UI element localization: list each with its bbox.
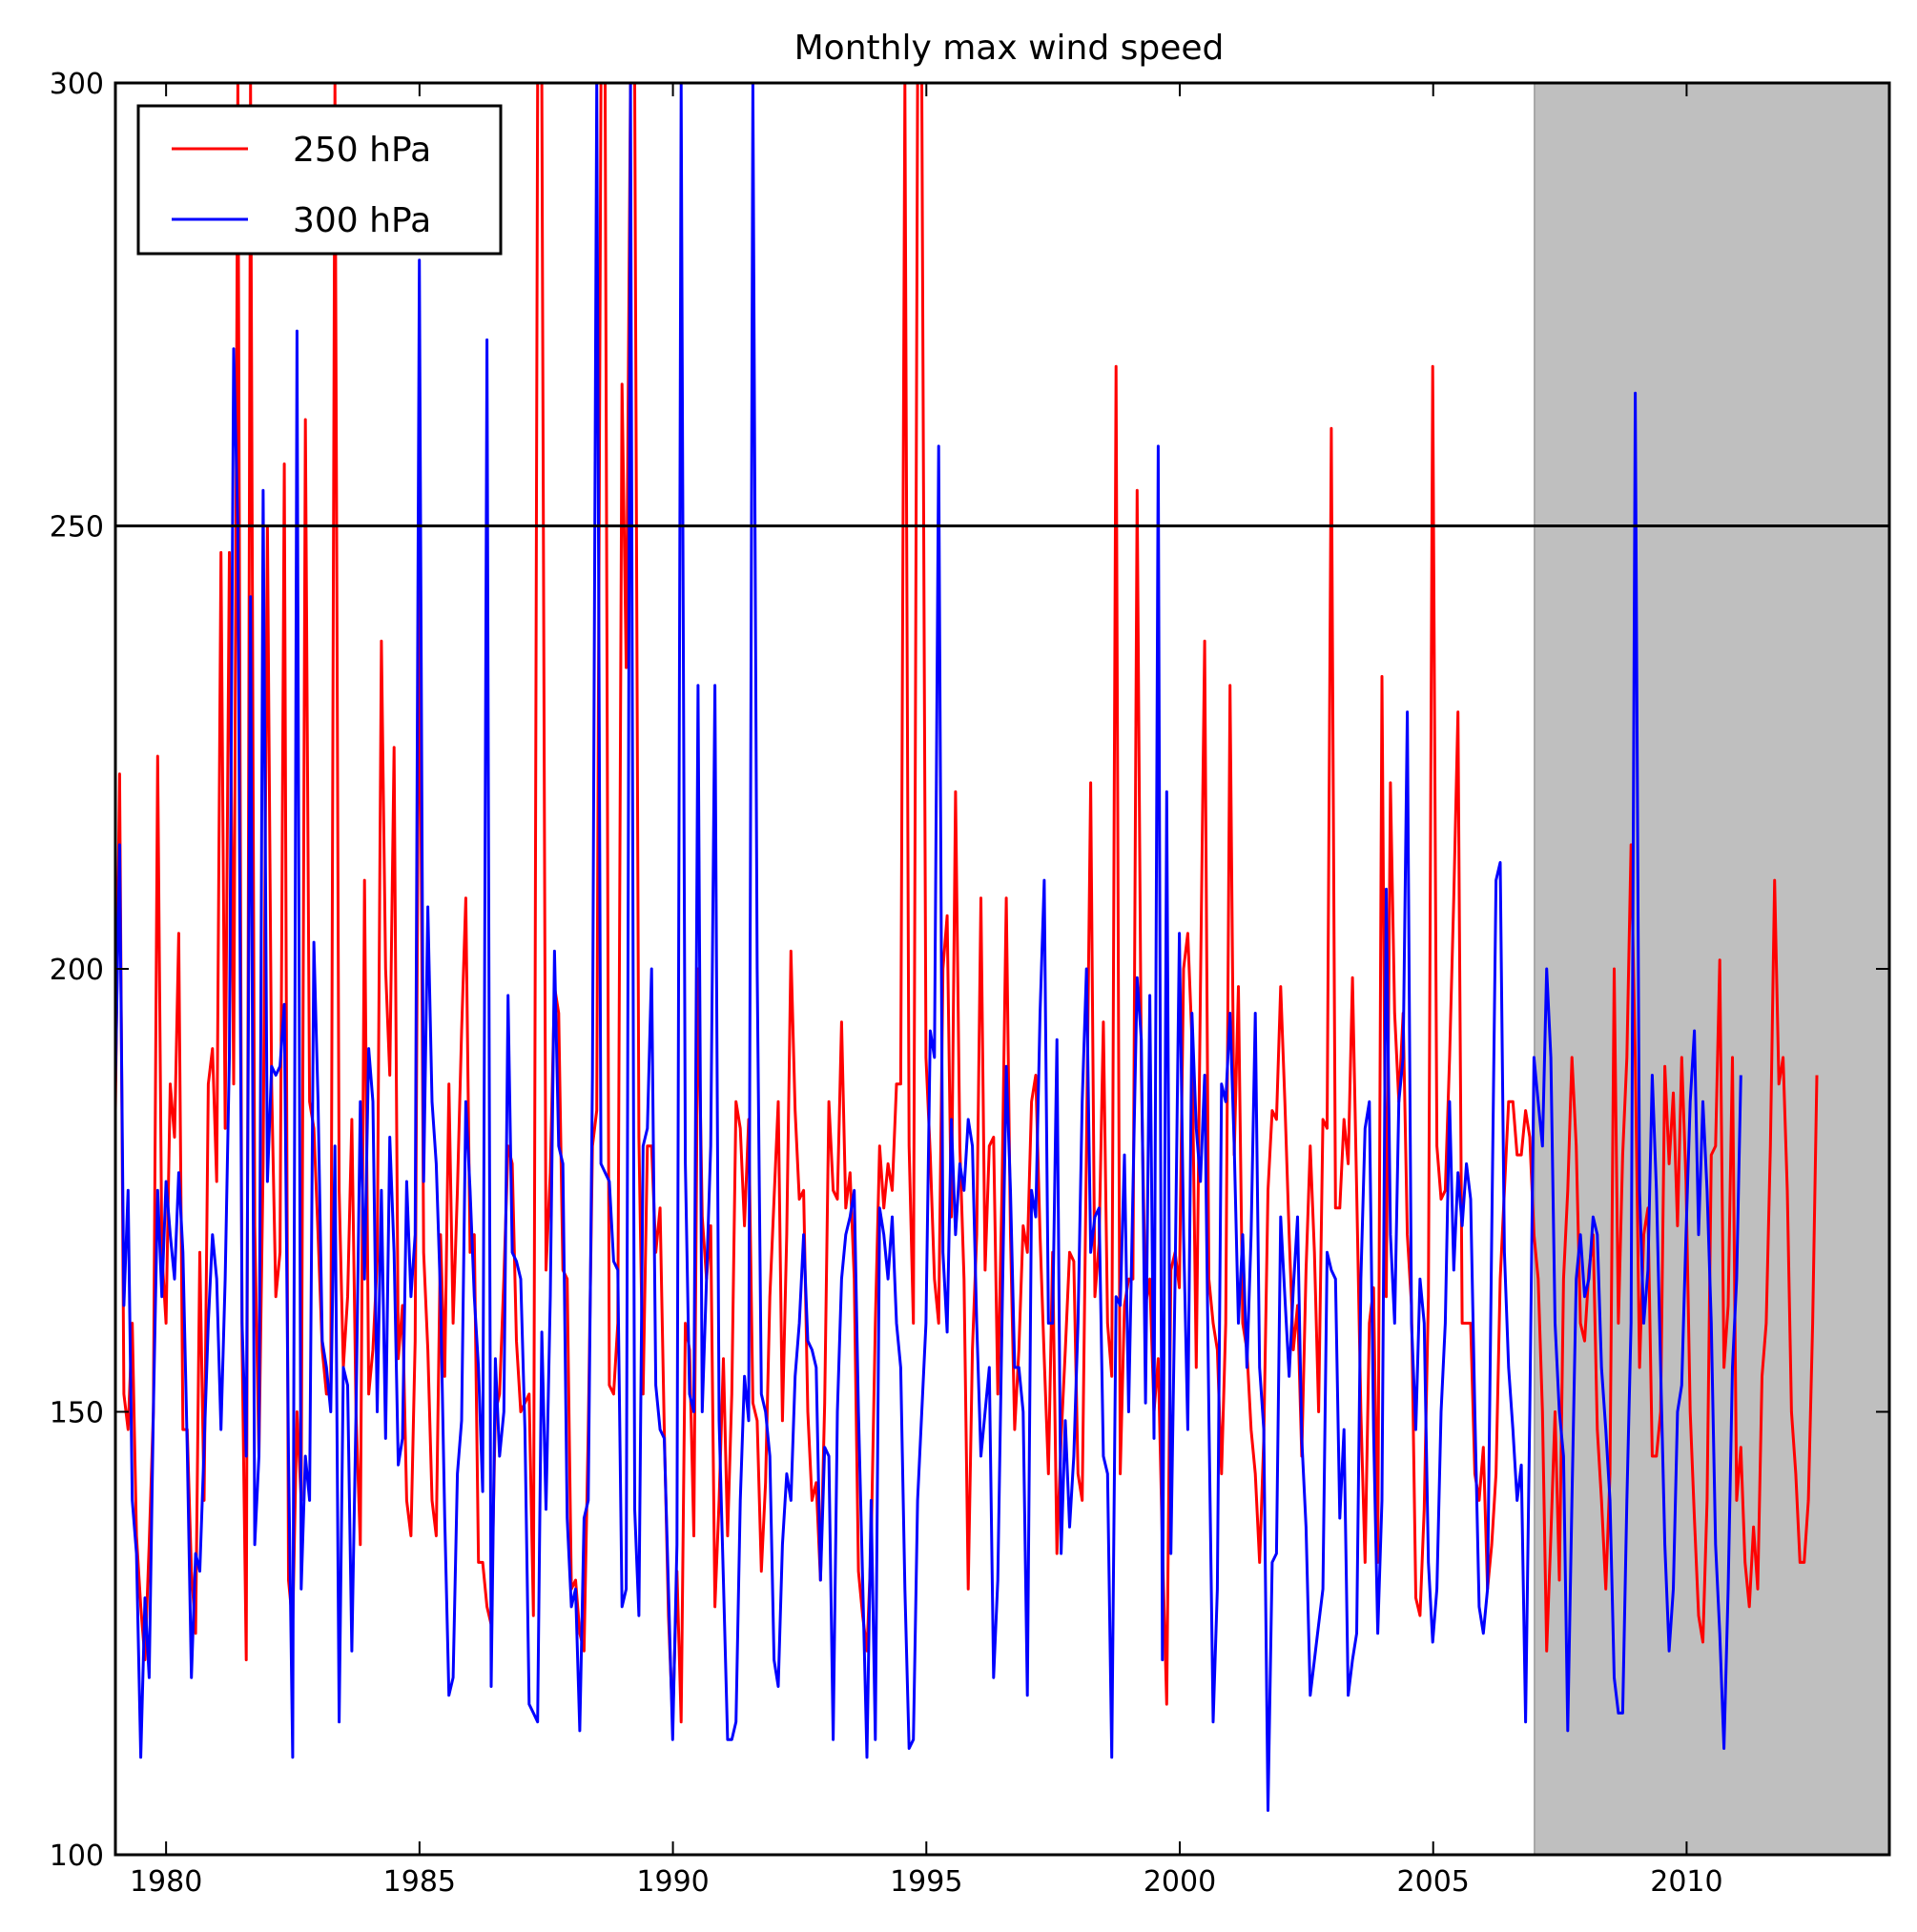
y-tick-label: 250 (50, 511, 104, 545)
legend-label-250-hpa: 250 hPa (293, 131, 431, 170)
x-tick-label: 1980 (130, 1865, 202, 1899)
y-tick-label: 150 (50, 1397, 104, 1430)
shaded-region (1535, 83, 1889, 1855)
x-tick-label: 2000 (1144, 1865, 1216, 1899)
chart-title: Monthly max wind speed (794, 29, 1225, 68)
y-tick-label: 300 (50, 68, 104, 101)
legend: 250 hPa 300 hPa (136, 104, 503, 256)
legend-box (136, 104, 503, 256)
x-tick-label: 2010 (1650, 1865, 1722, 1899)
x-tick-label: 2005 (1397, 1865, 1470, 1899)
legend-label-300-hpa: 300 hPa (293, 201, 431, 240)
x-tick-label: 1995 (890, 1865, 962, 1899)
y-tick-label: 100 (50, 1840, 104, 1873)
y-tick-label: 200 (50, 954, 104, 987)
x-tick-label: 1990 (636, 1865, 709, 1899)
series-line-300-hpa (115, 83, 1742, 1812)
x-tick-label: 1985 (383, 1865, 456, 1899)
plot-area (115, 83, 1889, 1855)
axes: 1980 1985 1990 1995 2000 2005 2010 100 150 200 250… (50, 68, 1891, 1899)
series-lines (115, 83, 1819, 1812)
